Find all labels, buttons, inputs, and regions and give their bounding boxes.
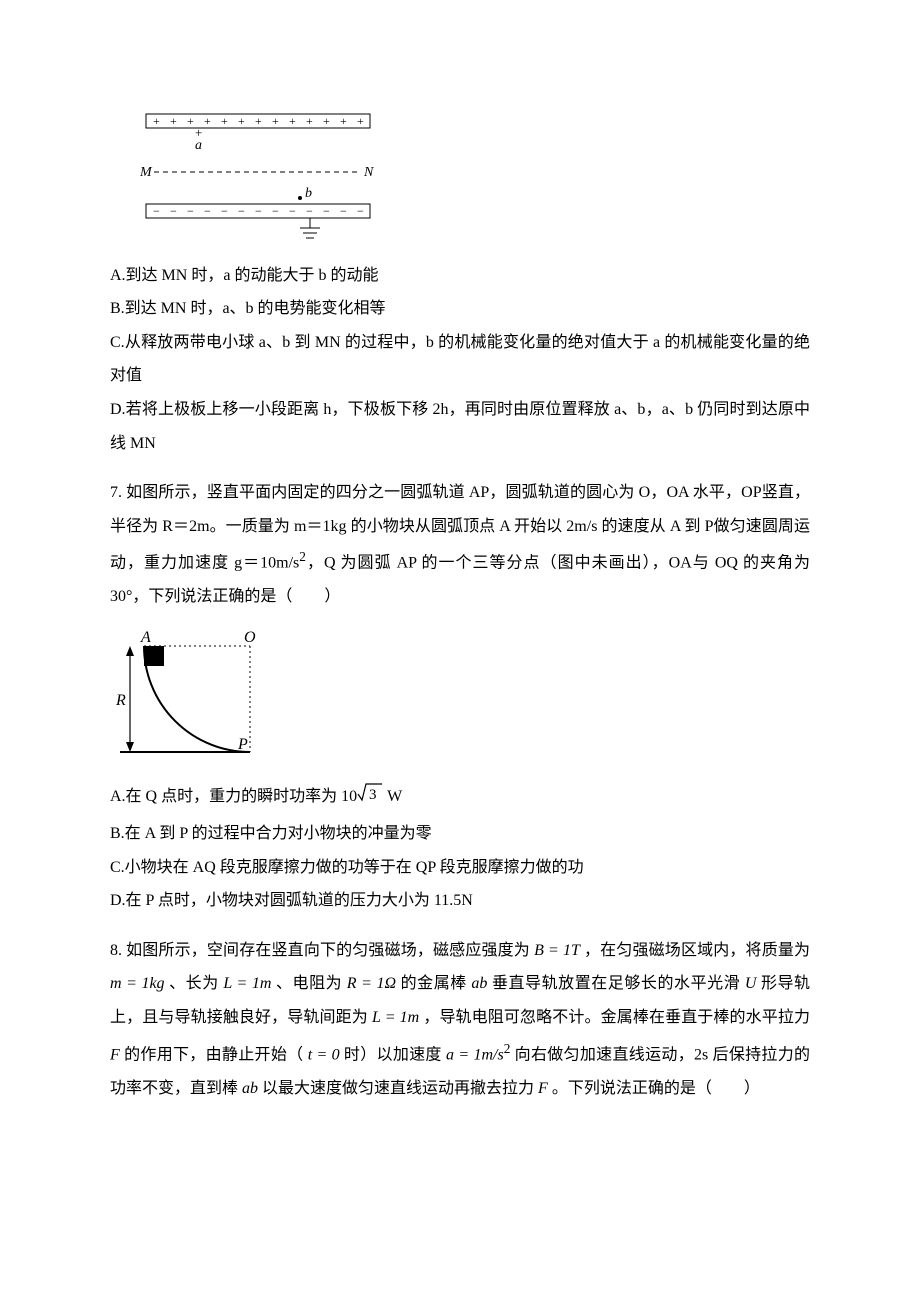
q6-opt-C: C.从释放两带电小球 a、b 到 MN 的过程中，b 的机械能变化量的绝对值大于… [110, 326, 810, 393]
arc-svg: A O R P [116, 630, 266, 762]
svg-text:−: − [272, 204, 279, 218]
svg-text:−: − [306, 204, 313, 218]
svg-text:−: − [323, 204, 330, 218]
sup-2b: 2 [504, 1041, 511, 1056]
label-R: R [116, 692, 126, 709]
svg-text:−: − [153, 204, 160, 218]
label-b: b [305, 186, 312, 201]
q7-opt-C: C.小物块在 AQ 段克服摩擦力做的功等于在 QP 段克服摩擦力做的功 [110, 851, 810, 885]
svg-text:+: + [340, 114, 347, 128]
svg-text:+: + [289, 114, 296, 128]
svg-text:−: − [238, 204, 245, 218]
svg-text:−: − [170, 204, 177, 218]
q7-opt-A-post: W [383, 788, 402, 805]
svg-text:−: − [255, 204, 262, 218]
label-a: a [195, 138, 202, 153]
svg-text:+: + [221, 114, 228, 128]
svg-text:+: + [272, 114, 279, 128]
svg-text:+: + [153, 114, 160, 128]
label-P: P [237, 736, 248, 753]
svg-text:−: − [187, 204, 194, 218]
label-N: N [363, 165, 374, 180]
q6-opt-A: A.到达 MN 时，a 的动能大于 b 的动能 [110, 259, 810, 293]
label-A: A [140, 630, 151, 646]
svg-text:−: − [357, 204, 364, 218]
svg-text:−: − [289, 204, 296, 218]
svg-text:+: + [357, 114, 364, 128]
q7-stem: 7. 如图所示，竖直平面内固定的四分之一圆弧轨道 AP，圆弧轨道的圆心为 O，O… [110, 476, 810, 614]
svg-text:+: + [170, 114, 177, 128]
svg-text:−: − [340, 204, 347, 218]
q7-opt-A-pre: A.在 Q 点时，重力的瞬时功率为 10 [110, 788, 357, 805]
svg-text:+: + [255, 114, 262, 128]
q8-stem: 8. 如图所示，空间存在竖直向下的匀强磁场，磁感应强度为 B = 1T ，在匀强… [110, 934, 810, 1105]
svg-text:−: − [221, 204, 228, 218]
label-M: M [140, 165, 153, 180]
svg-text:+: + [306, 114, 313, 128]
q6-opt-D: D.若将上极板上移一小段距离 h，下极板下移 2h，再同时由原位置释放 a、b，… [110, 393, 810, 460]
label-O: O [244, 630, 256, 646]
svg-text:+: + [238, 114, 245, 128]
q7-opt-A: A.在 Q 点时，重力的瞬时功率为 10 3 W [110, 780, 810, 817]
capacitor-svg: +++ +++ +++ +++ + + a M N b −−− −−− −−− … [140, 110, 376, 240]
svg-text:+: + [323, 114, 330, 128]
sqrt-3: 3 [357, 782, 383, 817]
q7-opt-D: D.在 P 点时，小物块对圆弧轨道的压力大小为 11.5N [110, 884, 810, 918]
svg-text:3: 3 [369, 787, 377, 803]
svg-text:+: + [187, 114, 194, 128]
sup-2: 2 [299, 549, 306, 564]
figure-capacitor: +++ +++ +++ +++ + + a M N b −−− −−− −−− … [140, 110, 810, 253]
svg-text:+: + [204, 114, 211, 128]
figure-arc: A O R P [116, 630, 810, 775]
q7-opt-B: B.在 A 到 P 的过程中合力对小物块的冲量为零 [110, 817, 810, 851]
q6-opt-B: B.到达 MN 时，a、b 的电势能变化相等 [110, 292, 810, 326]
svg-text:−: − [204, 204, 211, 218]
